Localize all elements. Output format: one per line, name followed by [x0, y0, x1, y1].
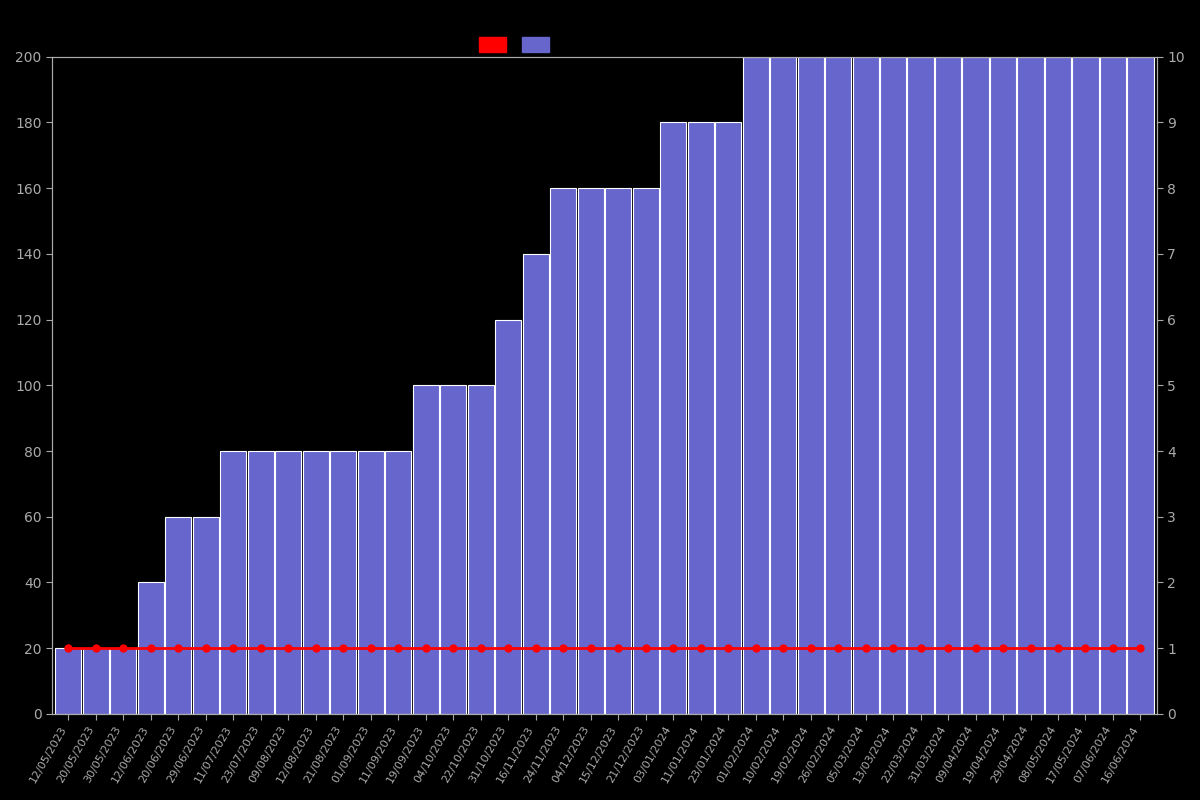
- Bar: [193, 517, 218, 714]
- Bar: [1128, 57, 1153, 714]
- Bar: [358, 451, 384, 714]
- Bar: [907, 57, 934, 714]
- Bar: [962, 57, 989, 714]
- Bar: [166, 517, 192, 714]
- Bar: [577, 188, 604, 714]
- Bar: [247, 451, 274, 714]
- Bar: [770, 57, 796, 714]
- Bar: [330, 451, 356, 714]
- Bar: [523, 254, 548, 714]
- Bar: [798, 57, 823, 714]
- Bar: [496, 319, 521, 714]
- Bar: [715, 122, 742, 714]
- Bar: [221, 451, 246, 714]
- Bar: [880, 57, 906, 714]
- Bar: [1045, 57, 1072, 714]
- Bar: [110, 648, 137, 714]
- Bar: [852, 57, 878, 714]
- Bar: [743, 57, 769, 714]
- Bar: [1073, 57, 1098, 714]
- Bar: [935, 57, 961, 714]
- Bar: [990, 57, 1016, 714]
- Bar: [605, 188, 631, 714]
- Bar: [275, 451, 301, 714]
- Bar: [660, 122, 686, 714]
- Bar: [550, 188, 576, 714]
- Bar: [55, 648, 82, 714]
- Bar: [632, 188, 659, 714]
- Bar: [385, 451, 412, 714]
- Bar: [468, 386, 493, 714]
- Bar: [302, 451, 329, 714]
- Legend: , : ,: [479, 38, 553, 52]
- Bar: [83, 648, 109, 714]
- Bar: [1018, 57, 1044, 714]
- Bar: [826, 57, 851, 714]
- Bar: [1100, 57, 1126, 714]
- Bar: [688, 122, 714, 714]
- Bar: [440, 386, 467, 714]
- Bar: [138, 582, 164, 714]
- Bar: [413, 386, 439, 714]
